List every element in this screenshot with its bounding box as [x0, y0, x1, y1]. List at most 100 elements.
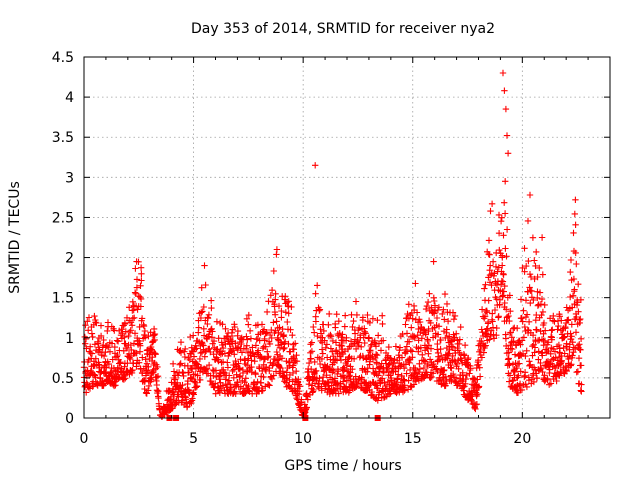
data-point	[478, 354, 486, 361]
data-point	[410, 381, 418, 388]
data-point	[264, 354, 271, 361]
data-point	[519, 264, 526, 272]
data-point	[281, 344, 288, 352]
data-point	[311, 358, 318, 366]
data-point	[486, 336, 493, 343]
data-point	[265, 381, 272, 388]
data-point	[200, 325, 207, 332]
data-point	[312, 318, 320, 325]
data-point	[385, 343, 392, 351]
data-point	[387, 372, 394, 379]
grid-lines	[84, 57, 610, 418]
data-point	[528, 294, 536, 301]
data-point	[537, 301, 545, 308]
data-point	[231, 323, 238, 331]
data-point	[293, 358, 301, 365]
data-point	[555, 341, 563, 349]
data-point	[364, 311, 371, 319]
data-point	[379, 312, 386, 319]
data-point	[87, 343, 94, 350]
data-point	[88, 350, 96, 357]
data-point	[445, 350, 452, 358]
data-point	[234, 327, 242, 335]
data-point-peak	[503, 132, 511, 139]
data-point	[350, 355, 358, 362]
data-point	[407, 384, 415, 391]
data-point	[285, 298, 292, 305]
data-point	[205, 311, 213, 318]
data-point	[415, 369, 422, 376]
data-point	[567, 293, 574, 301]
data-point	[321, 337, 328, 344]
data-point	[118, 326, 125, 333]
data-point	[266, 382, 273, 389]
data-point	[216, 349, 223, 356]
data-point	[195, 324, 202, 331]
data-point	[245, 321, 252, 328]
data-point	[137, 303, 144, 310]
data-point	[219, 382, 226, 389]
data-point	[245, 311, 252, 319]
data-point	[194, 372, 201, 379]
data-point	[127, 327, 134, 334]
data-point	[541, 301, 548, 309]
data-point	[274, 357, 281, 364]
data-point	[524, 217, 532, 225]
data-point	[273, 348, 280, 356]
data-point	[482, 342, 489, 349]
data-point	[224, 359, 231, 366]
data-point	[143, 360, 151, 367]
data-point-peak	[499, 69, 507, 77]
data-point	[113, 337, 121, 344]
data-point	[137, 264, 145, 271]
data-point	[129, 366, 136, 374]
data-point	[177, 349, 185, 356]
data-point	[232, 390, 239, 397]
data-point	[350, 317, 357, 325]
data-point	[143, 390, 150, 397]
data-point	[577, 335, 585, 342]
data-point	[114, 351, 121, 359]
data-point	[311, 329, 318, 336]
data-point	[130, 340, 138, 347]
data-point	[216, 389, 223, 396]
data-point	[131, 330, 139, 337]
data-point	[308, 339, 315, 346]
data-point	[354, 342, 362, 350]
data-point	[339, 331, 346, 338]
data-point	[452, 374, 460, 382]
data-point	[184, 377, 191, 385]
data-point	[141, 334, 149, 341]
data-point	[502, 245, 509, 252]
data-point	[538, 311, 545, 319]
data-point	[322, 344, 329, 351]
data-point	[319, 350, 326, 357]
data-point	[210, 372, 217, 379]
data-point	[431, 310, 438, 317]
data-point	[323, 372, 330, 379]
data-point	[493, 296, 500, 303]
data-point	[527, 299, 534, 307]
data-point	[182, 345, 189, 353]
data-point	[467, 396, 475, 403]
data-point	[355, 339, 363, 346]
data-point	[100, 336, 107, 344]
axis-ticks: 0 0.5 1 1.5 2 2.5 3 3.5 4 4.5 0 5 10 15 20	[52, 50, 610, 447]
data-point	[308, 366, 315, 373]
data-point	[117, 359, 124, 366]
data-point	[148, 346, 155, 353]
data-point	[259, 345, 267, 352]
data-point	[431, 297, 438, 305]
data-point	[431, 307, 439, 314]
data-point	[131, 314, 138, 321]
data-point	[219, 358, 227, 366]
data-point	[293, 352, 300, 359]
x-tick-label: 15	[404, 431, 422, 447]
data-point	[538, 364, 545, 372]
data-point	[252, 371, 259, 378]
data-point	[496, 246, 503, 254]
data-point	[483, 326, 490, 333]
data-point	[427, 319, 434, 327]
